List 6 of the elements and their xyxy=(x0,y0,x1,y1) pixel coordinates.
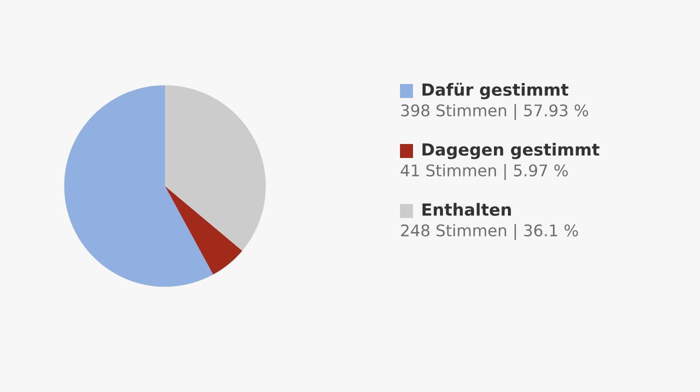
legend-label: Dagegen gestimmt xyxy=(422,142,600,160)
data-label: 398 Stimmen | 57.93 % xyxy=(401,104,588,120)
data-label: 41 Stimmen | 5.97 % xyxy=(400,164,568,180)
legend-label: Dafür gestimmt xyxy=(422,82,568,100)
data-label: 248 Stimmen | 36.1 % xyxy=(401,224,578,240)
legend-label: Enthalten xyxy=(422,202,511,216)
